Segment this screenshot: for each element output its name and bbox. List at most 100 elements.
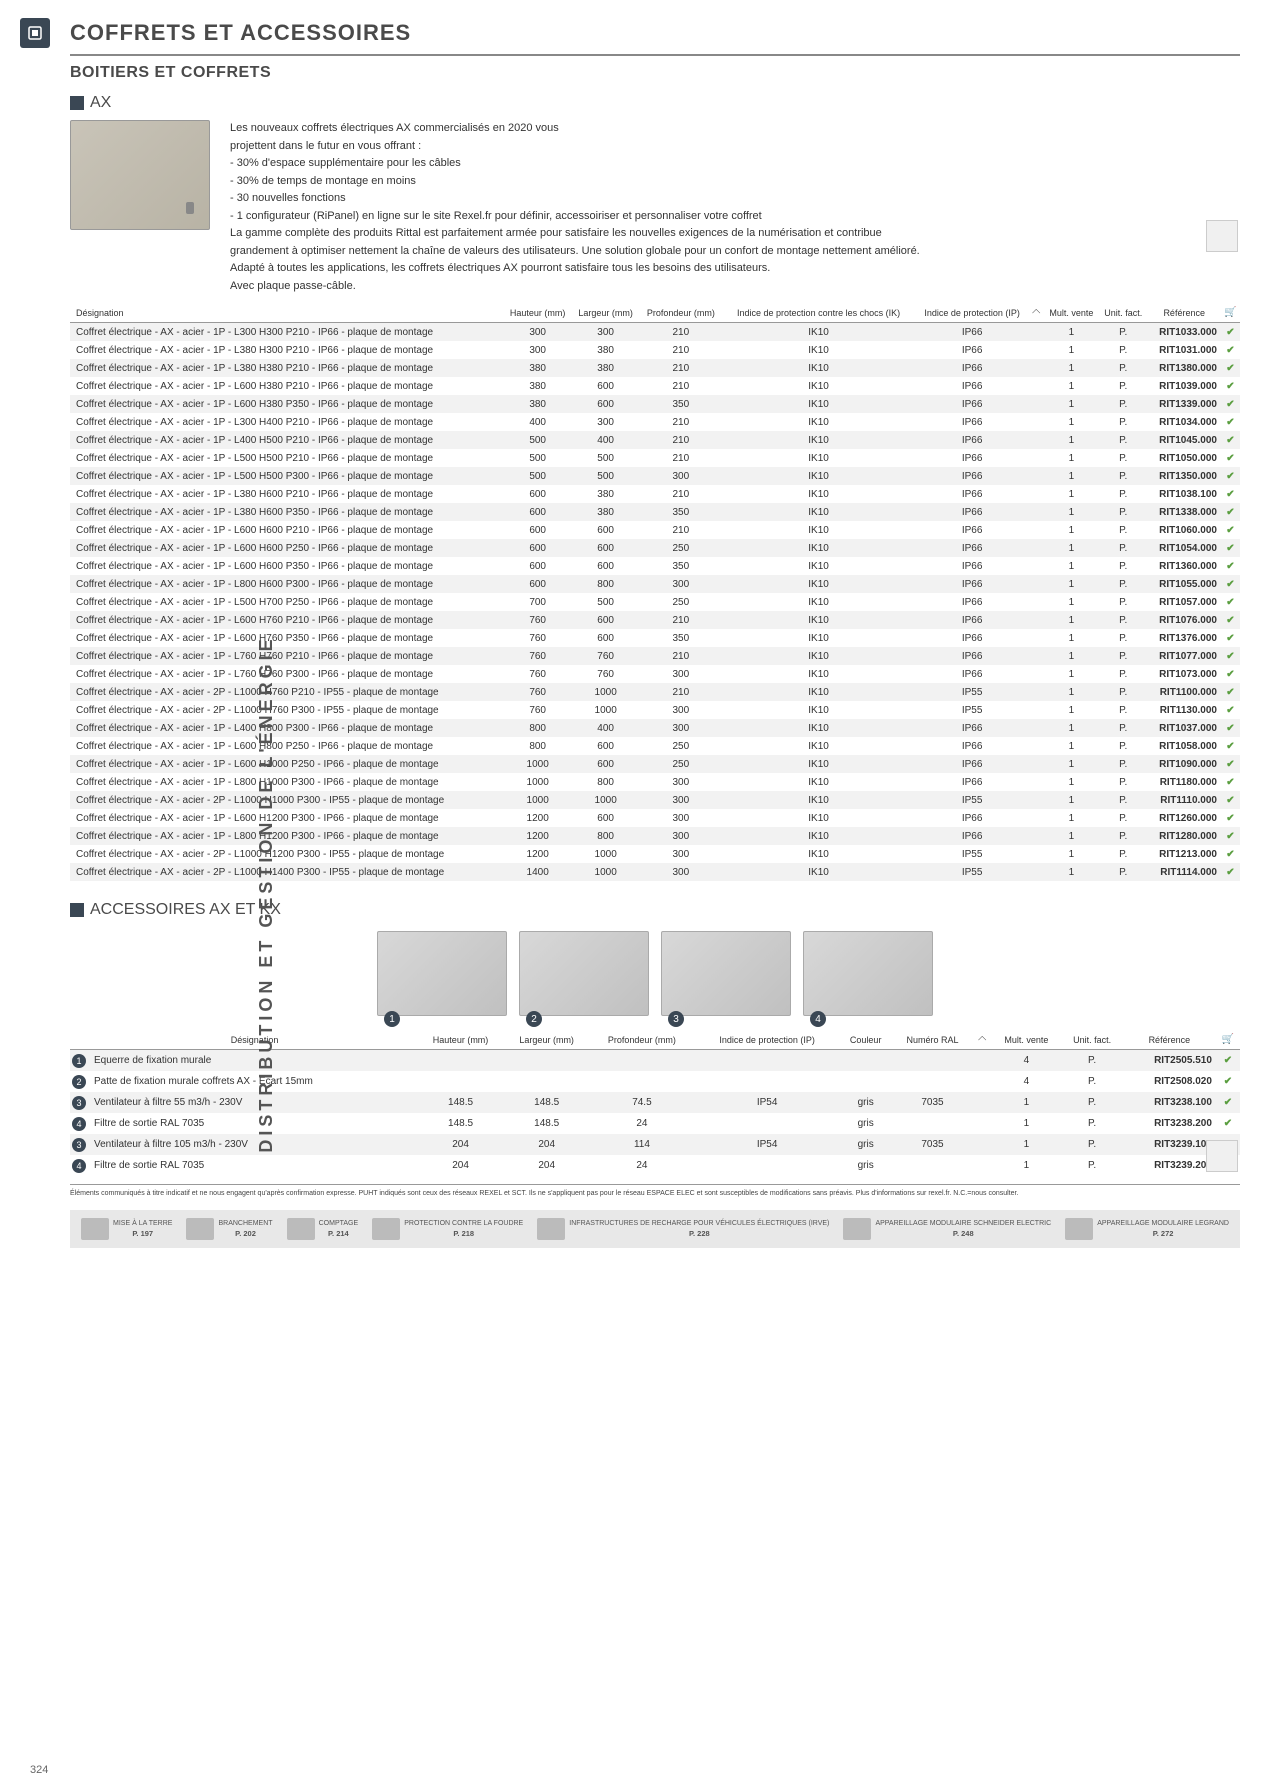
table-cell [973,1050,991,1072]
table-row: Coffret électrique - AX - acier - 1P - L… [70,629,1240,647]
table-cell: ✔ [1221,629,1240,647]
table-cell [1030,863,1044,881]
table-row: 3Ventilateur à filtre 105 m3/h - 230V204… [70,1134,1240,1155]
table-cell: P. [1099,683,1147,701]
table-cell [1030,539,1044,557]
table-cell: ✔ [1221,341,1240,359]
table-cell: Coffret électrique - AX - acier - 1P - L… [70,395,503,413]
table-cell: 1 [1044,395,1099,413]
table-cell: RIT1073.000 [1147,665,1221,683]
table-cell: 1 [1044,701,1099,719]
table-cell: 1 [1044,413,1099,431]
table-header: Indice de protection (IP) [694,1028,839,1050]
footer-link[interactable]: MISE À LA TERREP. 197 [81,1218,172,1240]
table-cell: 1000 [503,773,572,791]
table-row: Coffret électrique - AX - acier - 1P - L… [70,359,1240,377]
table-cell: 600 [572,395,639,413]
table-cell: 500 [572,593,639,611]
footer-label: BRANCHEMENTP. 202 [218,1220,272,1237]
table-cell [1030,773,1044,791]
table-cell: P. [1061,1134,1122,1155]
table-cell: IP55 [915,791,1030,809]
table-cell: ✔ [1221,791,1240,809]
table-cell [1030,575,1044,593]
table-cell: 380 [572,341,639,359]
table-cell: ✔ [1221,413,1240,431]
table-header: Désignation [92,1028,417,1050]
footer-label: MISE À LA TERREP. 197 [113,1220,172,1237]
table-cell: ✔ [1221,809,1240,827]
table-cell: ✔ [1221,683,1240,701]
table-accessories: DésignationHauteur (mm)Largeur (mm)Profo… [70,1028,1240,1176]
footer-link[interactable]: COMPTAGEP. 214 [287,1218,359,1240]
table-cell: 300 [639,773,722,791]
table-cell [589,1071,694,1092]
footer-link[interactable]: APPAREILLAGE MODULAIRE SCHNEIDER ELECTRI… [843,1218,1051,1240]
table-cell: 1200 [503,809,572,827]
table-row: Coffret électrique - AX - acier - 1P - L… [70,611,1240,629]
table-cell: P. [1099,341,1147,359]
accessory-image-3: 3 [661,931,791,1016]
table-row: 3Ventilateur à filtre 55 m3/h - 230V148.… [70,1092,1240,1113]
table-cell: RIT2508.020 [1123,1071,1216,1092]
table-cell: Coffret électrique - AX - acier - 1P - L… [70,719,503,737]
table-cell: IP66 [915,539,1030,557]
table-cell: P. [1099,467,1147,485]
table-cell [892,1071,974,1092]
table-cell: 1 [1044,503,1099,521]
table-cell: Coffret électrique - AX - acier - 2P - L… [70,845,503,863]
table-cell: 1 [1044,737,1099,755]
table-cell: 250 [639,755,722,773]
page-subtitle: BOITIERS ET COFFRETS [70,54,1240,82]
table-cell: 148.5 [504,1113,589,1134]
table-cell: 300 [572,413,639,431]
table-header: Mult. vente [991,1028,1061,1050]
table-cell: 500 [572,467,639,485]
table-cell: RIT1033.000 [1147,323,1221,342]
table-cell: 1 [1044,809,1099,827]
table-row: Coffret électrique - AX - acier - 1P - L… [70,467,1240,485]
table-cell: 210 [639,359,722,377]
table-cell: 600 [572,611,639,629]
table-cell: 210 [639,449,722,467]
table-cell [1030,719,1044,737]
footer-link[interactable]: BRANCHEMENTP. 202 [186,1218,272,1240]
table-cell: RIT1057.000 [1147,593,1221,611]
footer-link[interactable]: APPAREILLAGE MODULAIRE LEGRANDP. 272 [1065,1218,1229,1240]
table-cell: 1 [1044,773,1099,791]
table-cell: 1400 [503,863,572,881]
table-cell: 148.5 [417,1092,504,1113]
table-cell: 1 [1044,449,1099,467]
table-cell: IP66 [915,755,1030,773]
table-cell: 1 [70,1050,92,1072]
table-cell: 7035 [892,1134,974,1155]
table-cell: ✔ [1221,665,1240,683]
table-cell: ✔ [1221,827,1240,845]
table-cell: 350 [639,503,722,521]
table-cell: 148.5 [504,1092,589,1113]
table-cell: ✔ [1221,611,1240,629]
footer-link[interactable]: INFRASTRUCTURES DE RECHARGE POUR VÉHICUL… [537,1218,829,1240]
intro-line: - 1 configurateur (RiPanel) en ligne sur… [230,208,920,225]
table-cell: 1 [1044,521,1099,539]
intro-line: grandement à optimiser nettement la chaî… [230,243,920,260]
table-row: Coffret électrique - AX - acier - 1P - L… [70,557,1240,575]
table-cell: IK10 [722,557,915,575]
table-cell: IK10 [722,575,915,593]
table-cell [973,1113,991,1134]
table-cell: ✔ [1221,323,1240,342]
table-cell: RIT1110.000 [1147,791,1221,809]
table-cell: 1000 [572,863,639,881]
table-cell [504,1050,589,1072]
table-cell: P. [1099,845,1147,863]
footer-label: APPAREILLAGE MODULAIRE SCHNEIDER ELECTRI… [875,1220,1051,1237]
footer-link[interactable]: PROTECTION CONTRE LA FOUDREP. 218 [372,1218,523,1240]
table-cell [1030,611,1044,629]
table-cell: IP66 [915,341,1030,359]
table-cell: P. [1099,737,1147,755]
table-cell: 1 [1044,557,1099,575]
table-cell: 204 [504,1134,589,1155]
table-cell: Coffret électrique - AX - acier - 1P - L… [70,827,503,845]
table-cell [973,1092,991,1113]
table-cell: P. [1099,323,1147,342]
